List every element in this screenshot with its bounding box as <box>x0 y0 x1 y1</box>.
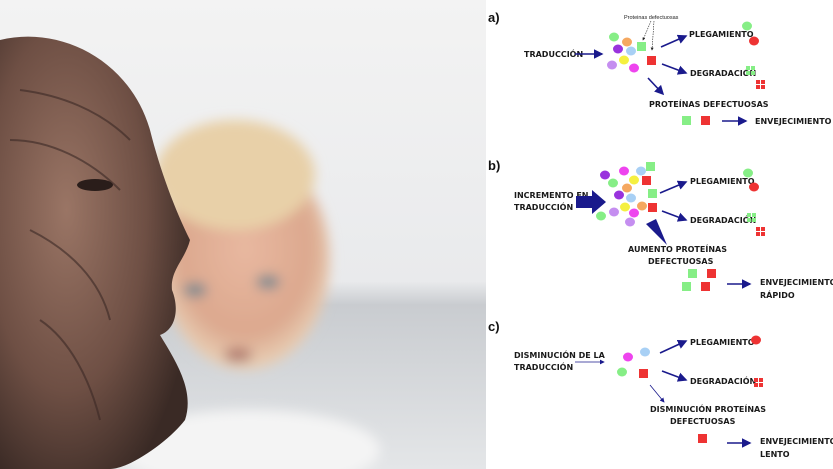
decreased-translation-label-1: DISMINUCIÓN DE LA <box>514 349 606 360</box>
panel-c-label: c) <box>488 319 500 334</box>
defective-proteins-note: Proteinas defectuosas <box>624 15 679 21</box>
increased-defective-label-1: AUMENTO PROTEÍNAS <box>628 243 727 254</box>
panel-a-label: a) <box>488 10 500 25</box>
aging-label: ENVEJECIMIENTO <box>755 117 832 126</box>
degraded-green-icon <box>747 213 756 222</box>
photo-elderly-man-and-baby <box>0 0 486 469</box>
panel-c: c) DISMINUCIÓN DE LA TRADUCCIÓN PLEGAMIE… <box>488 319 833 459</box>
decreased-defective-label-2: DEFECTUOSAS <box>670 417 736 426</box>
folding-label: PLEGAMIENTO <box>690 177 755 186</box>
degradation-label: DEGRADACIÓN <box>690 375 756 386</box>
protein-cluster <box>607 32 656 73</box>
big-arrow-icon <box>646 219 667 245</box>
degradation-label: DEGRADACIÓN <box>690 214 756 225</box>
rapid-aging-label-1: ENVEJECIMIENTO <box>760 278 833 287</box>
defective-proteins-label: PROTEÍNAS DEFECTUOSAS <box>649 98 769 109</box>
increased-defective-label-2: DEFECTUOSAS <box>648 257 714 266</box>
panel-b: b) INCREMENTO EN TRADUCCIÓN PLEGAMIENTO … <box>488 158 833 300</box>
degraded-red-icon <box>754 378 763 387</box>
folding-label: PLEGAMIENTO <box>690 338 755 347</box>
degraded-green-icon <box>746 66 755 75</box>
folding-label: PLEGAMIENTO <box>689 30 754 39</box>
panel-a: a) Proteinas defectuosas TRADUCCIÓN PLEG… <box>488 10 832 126</box>
panel-b-label: b) <box>488 158 500 173</box>
big-arrow-icon <box>576 190 606 214</box>
decreased-defective-label-1: DISMINUCIÓN PROTEÍNAS <box>650 403 766 414</box>
translation-label: TRADUCCIÓN <box>524 48 583 59</box>
increased-translation-label-2: TRADUCCIÓN <box>514 201 573 212</box>
protein-cluster <box>596 162 657 227</box>
decreased-translation-label-2: TRADUCCIÓN <box>514 361 573 372</box>
slow-aging-label-1: ENVEJECIMIENTO <box>760 437 833 446</box>
slow-aging-label-2: LENTO <box>760 450 790 459</box>
increased-translation-label-1: INCREMENTO EN <box>514 191 589 200</box>
degraded-red-icon <box>756 227 765 236</box>
degradation-label: DEGRADACIÓN <box>690 67 756 78</box>
degraded-red-icon <box>756 80 765 89</box>
rapid-aging-label-2: RÁPIDO <box>760 289 795 300</box>
